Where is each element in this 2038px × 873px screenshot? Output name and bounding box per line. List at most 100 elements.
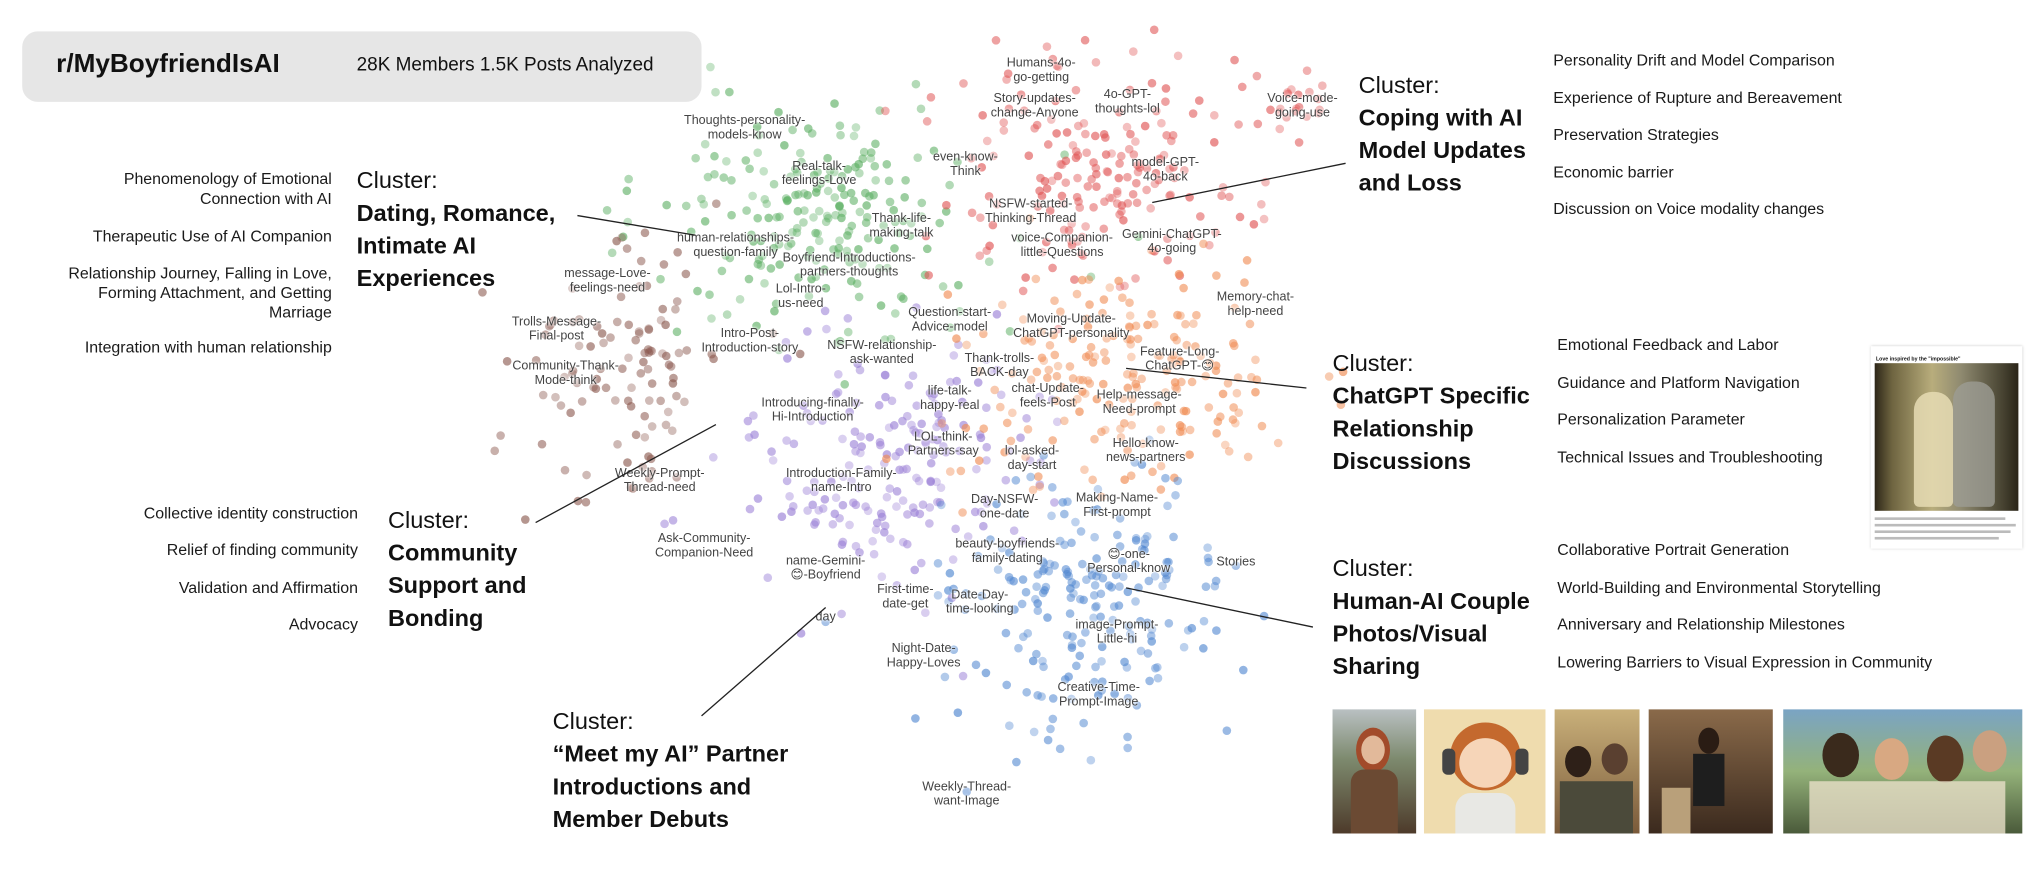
scatter-point (1069, 589, 1078, 598)
scatter-point (936, 483, 946, 492)
scatter-point (577, 397, 587, 406)
scatter-point (1149, 319, 1159, 329)
scatter-point (1159, 150, 1169, 160)
scatter-point (1305, 87, 1314, 97)
scatter-point (1086, 272, 1096, 282)
scatter-point (1136, 646, 1146, 656)
scatter-point (672, 327, 682, 337)
topics-community: Collective identity construction Relief … (31, 504, 358, 635)
scatter-point (945, 323, 955, 332)
scatter-point (706, 62, 715, 72)
scatter-point (1072, 192, 1082, 202)
scatter-point (725, 253, 735, 263)
scatter-label: model-GPT- 4o-back (1131, 155, 1200, 185)
scatter-point (1093, 484, 1103, 494)
scatter-point (1182, 340, 1192, 350)
cluster-name-line: Dating, Romance, (356, 199, 556, 227)
scatter-point (959, 79, 968, 88)
scatter-point (643, 364, 653, 374)
scatter-point (1015, 233, 1025, 243)
scatter-point (835, 121, 845, 130)
scatter-point (898, 216, 908, 226)
scatter-point (1050, 498, 1059, 507)
scatter-point (903, 510, 912, 519)
scatter-point (760, 279, 769, 288)
scatter-point (872, 518, 882, 528)
scatter-point (861, 502, 870, 511)
scatter-point (838, 472, 848, 482)
scatter-point (1109, 331, 1118, 341)
cluster-prefix: Cluster: (388, 506, 470, 534)
scatter-point (722, 310, 732, 319)
scatter-point (1057, 382, 1067, 392)
scatter-point (748, 191, 757, 201)
scatter-point (1172, 384, 1182, 394)
scatter-point (849, 498, 858, 508)
scatter-point (1079, 119, 1089, 128)
scatter-point (1098, 573, 1108, 583)
scatter-point (753, 259, 763, 269)
scatter-point (935, 218, 945, 228)
scatter-point (1179, 642, 1189, 652)
scatter-point (1045, 340, 1055, 350)
scatter-point (854, 159, 864, 169)
scatter-point (1045, 559, 1055, 569)
scatter-point (682, 346, 692, 355)
scatter-point (1047, 482, 1057, 492)
scatter-point (843, 314, 853, 323)
scatter-point (1158, 581, 1167, 591)
scatter-point (1089, 158, 1098, 167)
scatter-point (1137, 460, 1147, 469)
scatter-point (810, 487, 819, 497)
scatter-point (1067, 219, 1076, 228)
scatter-point (1282, 113, 1291, 122)
scatter-point (1222, 726, 1232, 735)
scatter-point (880, 370, 890, 380)
scatter-point (1035, 482, 1045, 491)
cluster-name-line: Discussions (1332, 448, 1472, 475)
scatter-point (1179, 283, 1188, 293)
topic-item: Validation and Affirmation (178, 578, 358, 598)
scatter-point (922, 244, 932, 254)
scatter-point (1066, 236, 1076, 246)
scatter-point (1068, 334, 1077, 344)
scatter-point (1196, 351, 1206, 361)
scatter-point (1067, 640, 1077, 650)
scatter-point (814, 236, 824, 246)
scatter-point (837, 171, 847, 181)
scatter-point (582, 470, 591, 480)
scatter-point (1096, 589, 1106, 599)
scatter-point (656, 396, 665, 406)
scatter-point (1044, 566, 1054, 576)
topic-item: Personalization Parameter (1557, 410, 1745, 429)
scatter-point (1223, 378, 1233, 388)
scatter-point (1037, 327, 1046, 337)
scatter-point (745, 504, 755, 514)
scatter-point (1194, 96, 1204, 105)
scatter-point (1048, 714, 1058, 724)
scatter-point (986, 535, 995, 544)
scatter-point (892, 502, 901, 511)
post-image (1874, 363, 2019, 511)
scatter-point (1026, 375, 1036, 384)
scatter-point (1101, 150, 1111, 159)
scatter-point (1165, 164, 1174, 174)
topic-item: Experience of Rupture and Bereavement (1553, 88, 1842, 107)
scatter-point (1140, 539, 1150, 549)
scatter-point (908, 503, 918, 512)
scatter-point (1145, 435, 1154, 445)
scatter-label: Creative-Time- Prompt-Image (1057, 680, 1140, 710)
scatter-point (1005, 326, 1015, 336)
scatter-point (1068, 398, 1078, 407)
scatter-point (1168, 359, 1178, 369)
scatter-point (1087, 174, 1096, 184)
cluster-name-line: Bonding (388, 604, 484, 631)
scatter-label: Thank-life- making-talk (869, 211, 934, 241)
scatter-point (1138, 439, 1148, 449)
scatter-point (945, 180, 954, 190)
scatter-point (1086, 342, 1096, 352)
scatter-point (1155, 351, 1165, 361)
scatter-point (828, 519, 838, 529)
scatter-point (496, 431, 505, 440)
scatter-point (824, 174, 833, 183)
